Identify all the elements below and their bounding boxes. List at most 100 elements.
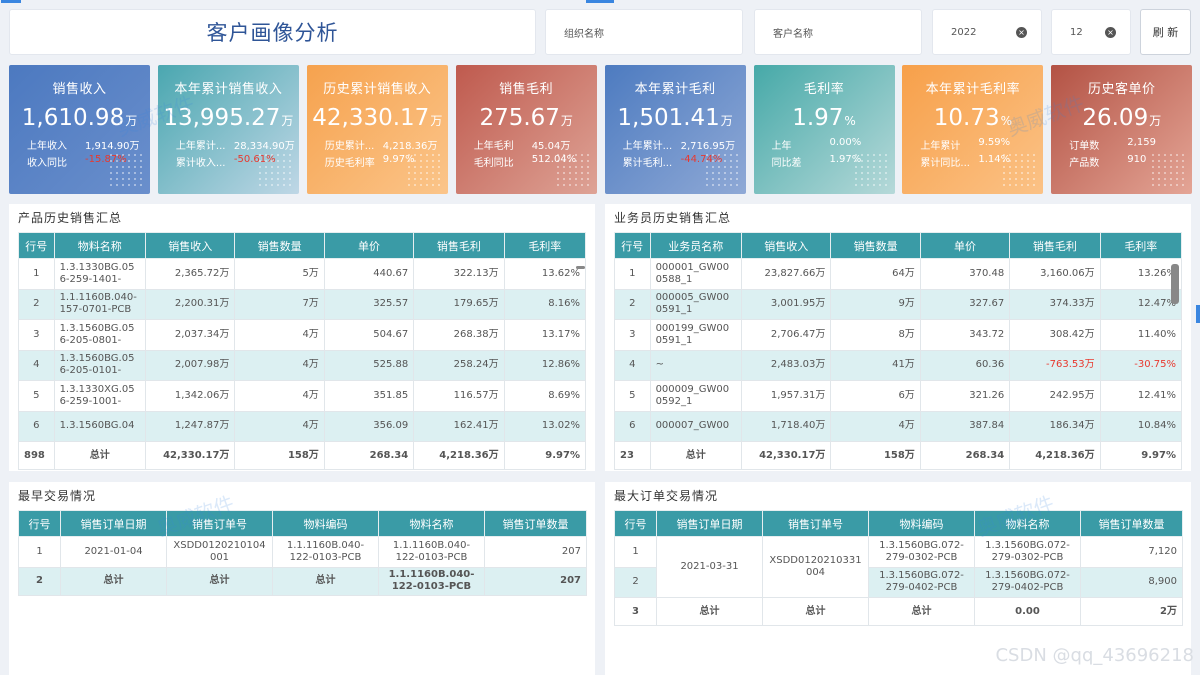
kpi-sub-label: 毛利同比 — [473, 158, 514, 169]
total-cell: 总计 — [868, 597, 975, 626]
clear-year-icon[interactable]: × — [1016, 27, 1027, 38]
column-header[interactable]: 单价 — [919, 232, 1011, 259]
kpi-sub-label: 累计同比... — [920, 158, 970, 169]
table-row[interactable]: 6 000007_GW00 1,718.40万 4万 387.84 186.34万 10.8… — [614, 410, 1183, 442]
month-value: 12 — [1070, 26, 1083, 38]
kpi-title: 毛利率 — [803, 82, 845, 97]
table-cell: 5万 — [234, 258, 325, 290]
table-total-row: 898 总计 42,330.17万 158万 268.34 4,218.36万 9.97% — [18, 441, 587, 470]
total-cell: 42,330.17万 — [144, 441, 236, 470]
table-row[interactable]: 5 000009_GW00 0592_1 1,957.31万 6万 321.26 242.… — [614, 380, 1183, 412]
kpi-value-unit: 万 — [281, 114, 294, 128]
column-header[interactable]: 行号 — [614, 510, 657, 537]
column-header[interactable]: 物料编码 — [868, 510, 975, 537]
table-row[interactable]: 2 1.1.1160B.040- 157-0701-PCB 2,200.31万 7万 3… — [18, 288, 587, 320]
org-name-filter[interactable]: 组织名称 — [545, 9, 743, 55]
column-header[interactable]: 销售订单号 — [166, 510, 273, 537]
earliest-trade-panel: 最早交易情况 行号 销售订单日期 销售订单号 物料编码 物料名称 销售订单数量 1 2021-… — [9, 482, 595, 675]
column-header[interactable]: 销售毛利 — [413, 232, 505, 259]
kpi-value-number: 42,330.17 — [312, 105, 430, 131]
table-cell: 525.88 — [323, 349, 415, 381]
table-cell: 000005_GW00 0591_1 — [649, 288, 743, 320]
clear-month-icon[interactable]: × — [1105, 27, 1116, 38]
table-row[interactable]: 3 1.3.1560BG.05 6-205-0801- 2,037.34万 4万 504… — [18, 319, 587, 351]
column-header[interactable]: 物料名称 — [974, 510, 1081, 537]
table-cell: 179.65万 — [413, 288, 505, 320]
column-header[interactable]: 销售数量 — [830, 232, 921, 259]
scrollbar[interactable] — [576, 266, 585, 269]
table-row[interactable]: 1 1.3.1330BG.05 6-259-1401- 2,365.72万 5万 440… — [18, 258, 587, 290]
table-cell: 000001_GW00 0588_1 — [649, 258, 743, 290]
column-header[interactable]: 销售数量 — [234, 232, 325, 259]
kpi-sub-row: 订单数 2,159 — [1051, 137, 1192, 152]
table-cell: 2 — [614, 288, 651, 320]
column-header[interactable]: 毛利率 — [503, 232, 587, 259]
kpi-title: 销售毛利 — [499, 82, 554, 97]
table-cell: 7,120 — [1080, 536, 1183, 568]
column-header[interactable]: 行号 — [614, 232, 651, 259]
scrollbar[interactable] — [1171, 264, 1179, 304]
side-handle[interactable] — [1196, 305, 1200, 323]
column-header[interactable]: 销售收入 — [144, 232, 236, 259]
table-row[interactable]: 1 000001_GW00 0588_1 23,827.66万 64万 370.48 3,… — [614, 258, 1183, 290]
column-header[interactable]: 业务员名称 — [649, 232, 743, 259]
table-cell: 8.69% — [503, 380, 587, 412]
kpi-sub-value: 45.04万 — [531, 141, 571, 152]
kpi-card: 本年累计销售收入 13,995.27万 上年累计... 28,334.90万 累计收入.… — [157, 65, 299, 194]
table-row[interactable]: 1 2021-03-31 XSDD0120210331 004 1.3.1560BG.… — [614, 536, 1183, 598]
column-header[interactable]: 单价 — [323, 232, 415, 259]
total-cell: 4,218.36万 — [1009, 441, 1101, 470]
kpi-value-number: 1.97 — [792, 105, 844, 131]
month-select[interactable]: 12 × — [1051, 9, 1131, 55]
table-row[interactable]: 4 1.3.1560BG.05 6-205-0101- 2,007.98万 4万 525… — [18, 349, 587, 381]
table-row[interactable]: 1 2021-01-04 XSDD0120210104 001 1.1.1160B.0… — [18, 536, 587, 568]
table-row[interactable]: 2 000005_GW00 0591_1 3,001.95万 9万 327.67 374.… — [614, 288, 1183, 320]
column-header[interactable]: 销售收入 — [740, 232, 832, 259]
kpi-card: 历史累计销售收入 42,330.17万 历史累计... 4,218.36万 历史毛利率 9… — [306, 65, 448, 194]
total-cell: 总计 — [762, 597, 869, 626]
table-cell: 207 — [484, 536, 587, 568]
table-row[interactable]: 4 ~2,483.03万 41万 60.36 -763.53万 -30.75% — [614, 349, 1183, 381]
table-row[interactable]: 5 1.3.1330XG.05 6-259-1001- 1,342.06万 4万 351… — [18, 380, 587, 412]
table-row[interactable]: 3 000199_GW00 0591_1 2,706.47万 8万 343.72 308.… — [614, 319, 1183, 351]
table-cell: 60.36 — [919, 349, 1011, 381]
table-cell: -30.75% — [1099, 349, 1183, 381]
table-total-row: 2 总计 总计 总计 1.1.1160B.040- 122-0103-PCB 207 — [18, 566, 587, 596]
kpi-sub-label: 产品数 — [1069, 158, 1100, 169]
total-cell: 158万 — [830, 441, 921, 470]
table-cell: 4 — [614, 349, 651, 381]
table-cell: 1.3.1560BG.04 — [53, 410, 147, 442]
table-cell: 242.95万 — [1009, 380, 1101, 412]
column-header[interactable]: 毛利率 — [1099, 232, 1183, 259]
kpi-sub-value: 910 — [1127, 154, 1147, 165]
refresh-button[interactable]: 刷 新 — [1140, 9, 1191, 55]
column-header[interactable]: 销售订单数量 — [1080, 510, 1183, 537]
table-cell: 1 — [18, 258, 55, 290]
kpi-sub-label: 上年累计... — [622, 141, 673, 152]
column-header[interactable]: 销售毛利 — [1009, 232, 1101, 259]
salesman-sales-title: 业务员历史销售汇总 — [614, 211, 732, 225]
column-header[interactable]: 行号 — [18, 510, 61, 537]
year-select[interactable]: 2022 × — [932, 9, 1042, 55]
table-cell: 6万 — [830, 380, 921, 412]
column-header[interactable]: 销售订单日期 — [656, 510, 763, 537]
customer-name-filter[interactable]: 客户名称 — [754, 9, 922, 55]
column-header[interactable]: 销售订单日期 — [60, 510, 167, 537]
total-cell: 总计 — [166, 566, 273, 596]
table-cell: 1.3.1330BG.05 6-259-1401- — [53, 258, 147, 290]
table-row[interactable]: 2 1.3.1560BG.072- 279-0402-PCB 1.3.1560BG.… — [614, 566, 1183, 598]
table-row[interactable]: 6 1.3.1560BG.04 1,247.87万 4万 356.09 162.41万 13… — [18, 410, 587, 442]
total-cell: 23 — [614, 441, 651, 470]
table-cell: 2021-01-04 — [60, 536, 167, 568]
column-header[interactable]: 物料名称 — [53, 232, 147, 259]
column-header[interactable]: 销售订单号 — [762, 510, 869, 537]
column-header[interactable]: 物料名称 — [378, 510, 485, 537]
total-cell: 总计 — [60, 566, 167, 596]
column-header[interactable]: 销售订单数量 — [484, 510, 587, 537]
table-cell: 4 — [18, 349, 55, 381]
column-header[interactable]: 物料编码 — [272, 510, 379, 537]
column-header[interactable]: 行号 — [18, 232, 55, 259]
total-cell: 总计 — [656, 597, 763, 626]
kpi-sub-row: 累计收入... -50.61% — [158, 154, 299, 169]
